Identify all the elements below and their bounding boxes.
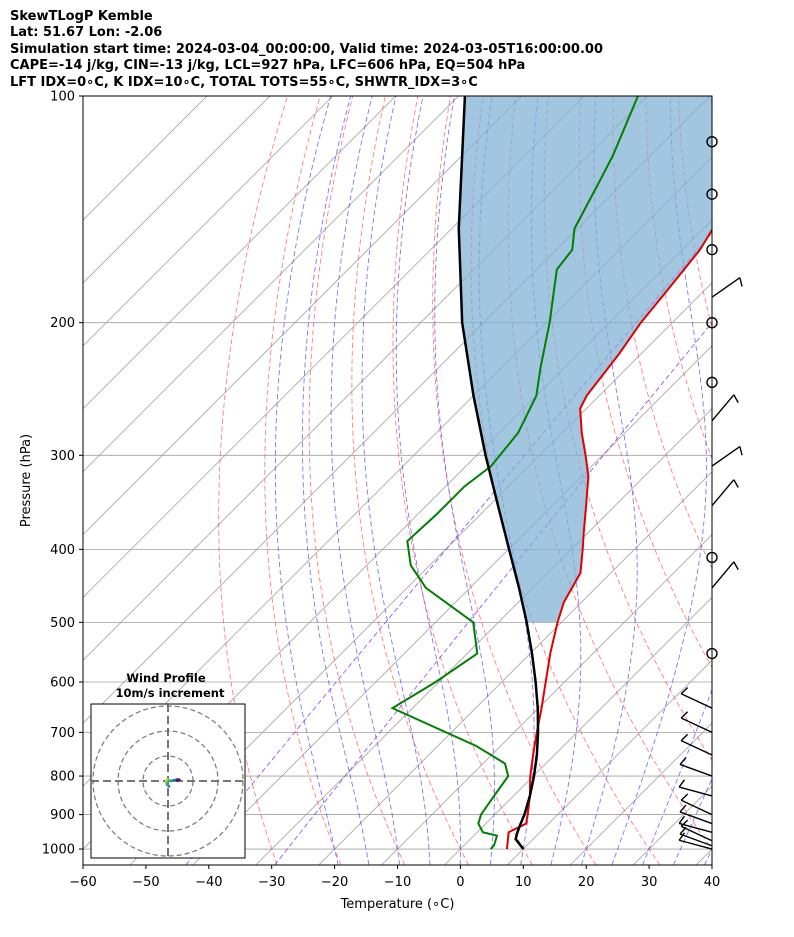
- y-axis-label: Pressure (hPa): [19, 434, 34, 527]
- wind-barb: [711, 561, 739, 589]
- dry-adiabat: [776, 96, 794, 865]
- wind-barb: [678, 832, 713, 850]
- moist-adiabat: [330, 96, 400, 865]
- y-tick-label: 900: [50, 808, 75, 823]
- cape-fill: [458, 96, 712, 623]
- dry-adiabat: [744, 96, 794, 865]
- y-tick-label: 300: [50, 449, 75, 464]
- isotherm-line: [83, 96, 397, 410]
- dry-adiabat: [578, 96, 712, 669]
- isotherm-line: [444, 596, 712, 865]
- x-tick-label: −10: [384, 875, 411, 890]
- x-axis-label: Temperature (∘C): [340, 897, 455, 912]
- wind-barb: [680, 733, 713, 756]
- x-tick-label: 20: [578, 875, 595, 890]
- isotherm-line: [83, 96, 585, 599]
- dry-adiabat: [432, 96, 597, 865]
- inset-title: Wind Profile: [126, 671, 206, 685]
- y-tick-label: 400: [50, 543, 75, 558]
- dry-adiabat: [645, 96, 712, 460]
- moist-adiabat: [673, 777, 712, 865]
- isotherm-line: [83, 96, 271, 284]
- y-tick-label: 600: [50, 675, 75, 690]
- y-tick-label: 100: [50, 90, 75, 105]
- wind-barb: [679, 804, 713, 825]
- title-times: Simulation start time: 2024-03-04_00:00:…: [10, 41, 603, 57]
- wind-barb: [711, 445, 743, 467]
- title-location: Lat: 51.67 Lon: -2.06: [10, 25, 163, 41]
- x-tick-label: 0: [456, 875, 464, 890]
- y-tick-label: 200: [50, 316, 75, 331]
- wind-barb: [679, 757, 713, 777]
- title-indices: LFT IDX=0∘C, K IDX=10∘C, TOTAL TOTS=55∘C…: [10, 74, 478, 90]
- moist-adiabat: [580, 96, 638, 865]
- wind-barb: [678, 815, 713, 833]
- dry-adiabat: [710, 96, 712, 115]
- moist-adiabat: [361, 96, 431, 865]
- dry-adiabat: [392, 96, 533, 865]
- isotherm-line: [83, 96, 522, 536]
- mixing-ratio-line: [274, 322, 712, 865]
- dewpoint-line: [390, 96, 639, 850]
- x-tick-label: −40: [195, 875, 222, 890]
- dry-adiabat: [351, 96, 469, 865]
- isotherm-line: [318, 471, 712, 865]
- wind-barb: [711, 479, 739, 507]
- wind-barb: [711, 394, 739, 422]
- x-tick-label: 40: [704, 875, 721, 890]
- parcel-line: [457, 96, 540, 850]
- isotherm-line: [83, 96, 459, 473]
- wind-barb: [680, 819, 713, 842]
- wind-barb: [680, 711, 713, 734]
- title-station: SkewTLogP Kemble: [10, 9, 153, 24]
- moist-adiabat: [611, 96, 707, 865]
- isotherm-line: [569, 722, 712, 865]
- chart-title-block: SkewTLogP Kemble Lat: 51.67 Lon: -2.06 S…: [10, 9, 603, 91]
- x-tick-label: 10: [515, 875, 532, 890]
- hodograph-segment: [176, 778, 181, 782]
- y-tick-label: 500: [50, 616, 75, 631]
- y-tick-label: 800: [50, 770, 75, 785]
- isotherm-line: [507, 659, 712, 865]
- inset-subtitle: 10m/s increment: [116, 686, 225, 700]
- moist-adiabat: [642, 688, 712, 865]
- wind-barb: [678, 779, 713, 797]
- axes: −60 −50 −40 −30 −20 −10 0 10 20 30 40 1000 900 800 700…: [19, 90, 720, 913]
- moist-adiabat: [704, 847, 712, 865]
- dry-adiabat: [308, 96, 406, 865]
- sounding-profiles: [390, 96, 712, 850]
- x-tick-label: −50: [132, 875, 159, 890]
- x-tick-label: 30: [641, 875, 658, 890]
- moist-adiabat: [302, 96, 370, 865]
- y-tick-label: 700: [50, 726, 75, 741]
- isotherm-line: [83, 96, 334, 347]
- isotherm-line: [381, 533, 712, 865]
- wind-barb: [680, 687, 713, 709]
- moist-adiabat: [274, 96, 339, 865]
- cape-area: [458, 96, 712, 623]
- y-tick-label: 1000: [42, 843, 75, 858]
- title-cape-cin: CAPE=-14 j/kg, CIN=-13 j/kg, LCL=927 hPa…: [10, 58, 526, 74]
- isotherm-line: [255, 408, 712, 865]
- x-tick-label: −30: [258, 875, 285, 890]
- wind-barb: [680, 793, 713, 816]
- dry-adiabat: [264, 96, 342, 865]
- dry-adiabat: [218, 96, 288, 865]
- wind-barb: [711, 277, 743, 298]
- x-tick-label: −60: [69, 875, 96, 890]
- x-tick-label: −20: [321, 875, 348, 890]
- temperature-line: [505, 228, 712, 850]
